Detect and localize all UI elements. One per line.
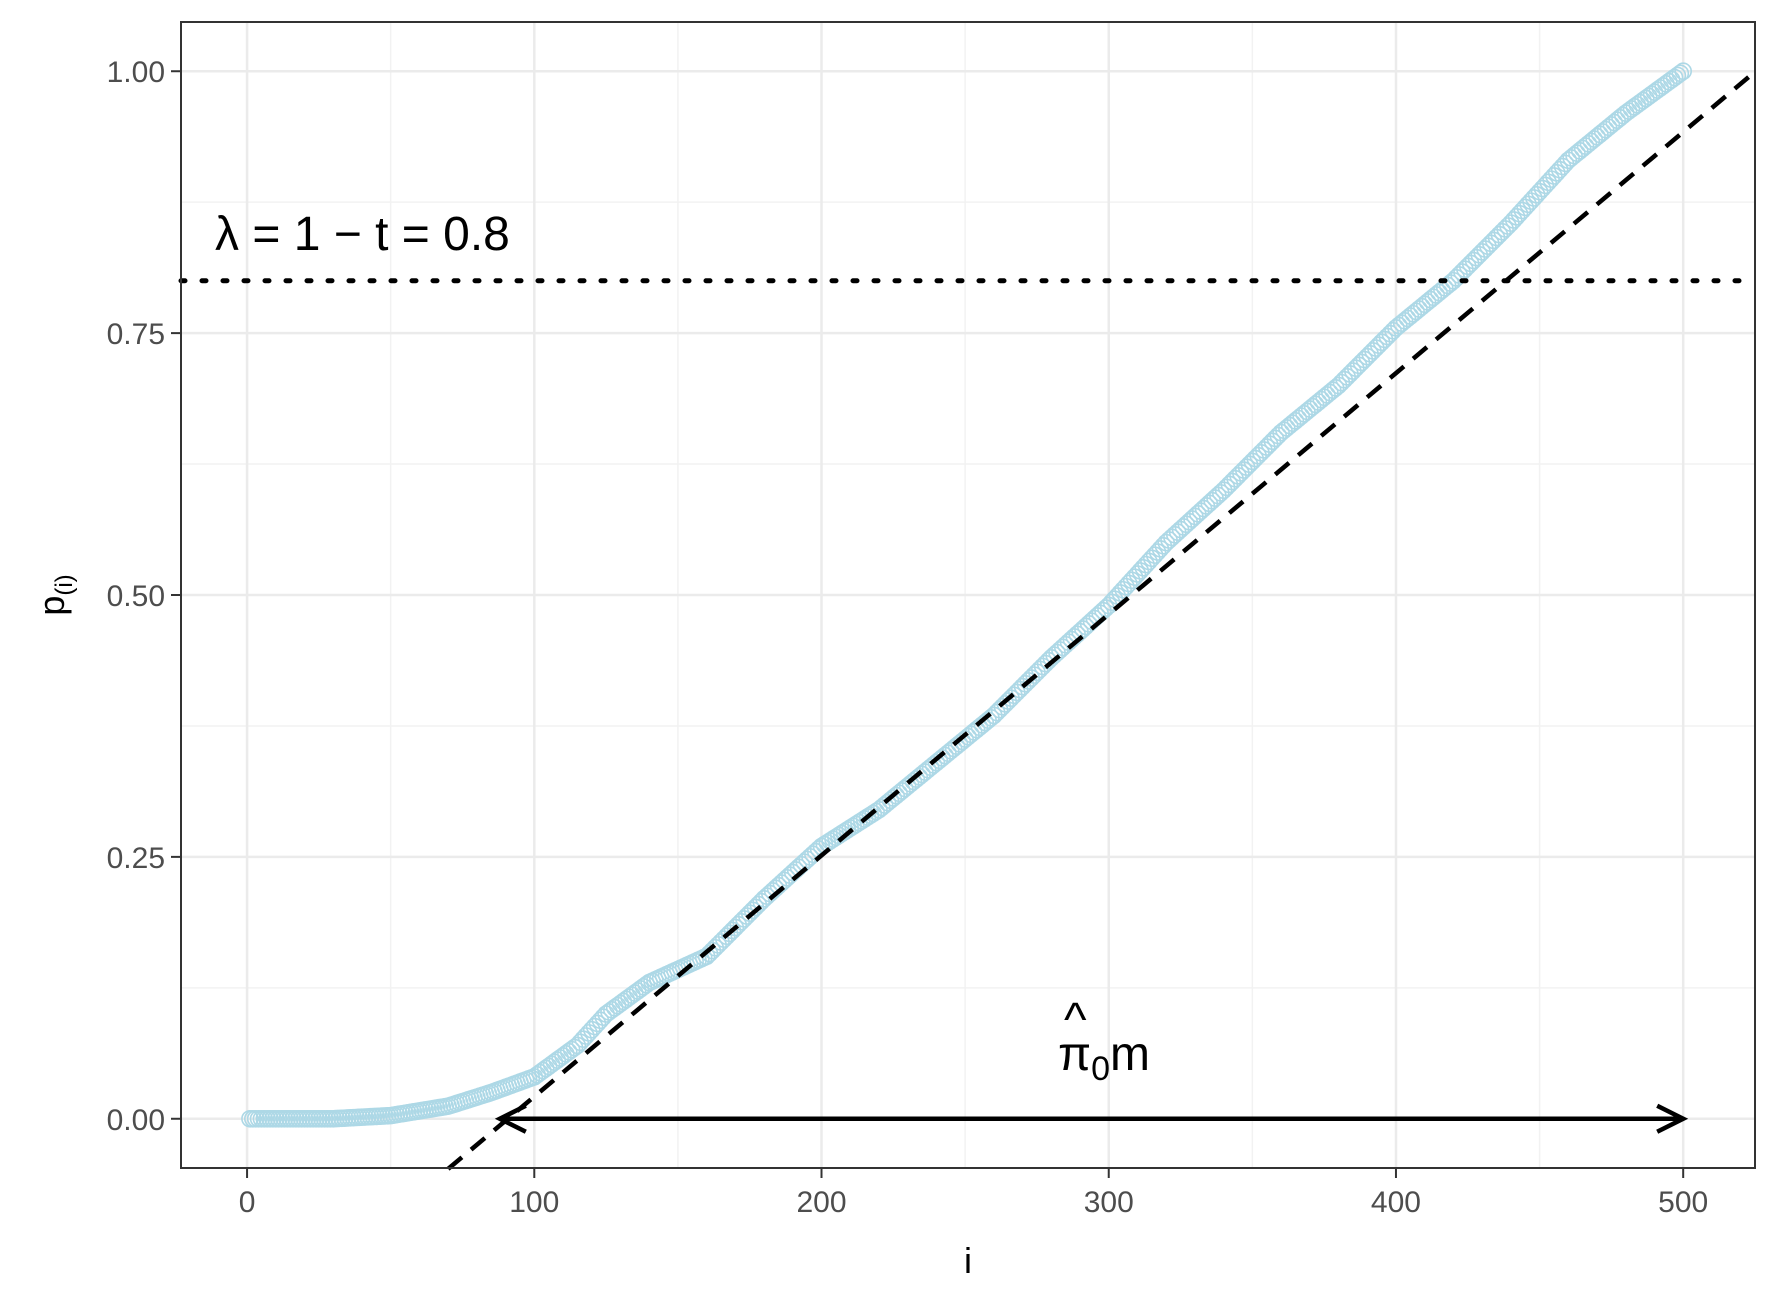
data-point bbox=[864, 804, 883, 823]
data-points bbox=[241, 62, 1692, 1128]
y-tick-label: 0.75 bbox=[107, 318, 165, 351]
y-axis-title-subscript: (i) bbox=[51, 574, 78, 595]
pi0m-annotation-subscript: 0 bbox=[1091, 1050, 1110, 1088]
data-point bbox=[1674, 62, 1692, 81]
x-axis-title: i bbox=[964, 1240, 972, 1281]
y-tick-label: 1.00 bbox=[107, 56, 165, 89]
x-tick-label: 200 bbox=[796, 1186, 846, 1219]
y-tick-label: 0.50 bbox=[107, 580, 165, 613]
data-point bbox=[1671, 64, 1690, 83]
y-tick-label: 0.00 bbox=[107, 1104, 165, 1137]
reference-lines bbox=[178, 69, 1758, 1171]
pi0m-arrow-left-head bbox=[494, 1103, 527, 1134]
x-tick-label: 100 bbox=[509, 1186, 559, 1219]
y-axis-title: p(i) bbox=[31, 574, 78, 615]
pi0m-arrow-right-head bbox=[1656, 1103, 1689, 1134]
x-tick-label: 400 bbox=[1371, 1186, 1421, 1219]
x-tick-label: 300 bbox=[1084, 1186, 1134, 1219]
data-point bbox=[1668, 66, 1687, 85]
pi0m-annotation: π0m bbox=[1058, 1028, 1150, 1088]
y-axis-ticks: 0.00 0.25 0.50 0.75 1.00 bbox=[107, 56, 181, 1137]
pi0m-annotation-main: π bbox=[1058, 1028, 1091, 1081]
x-tick-label: 500 bbox=[1658, 1186, 1708, 1219]
dashed-fit-line bbox=[446, 69, 1757, 1171]
pi0m-annotation-hat: ^ bbox=[1064, 994, 1087, 1047]
pi0m-annotation-tail: m bbox=[1110, 1028, 1150, 1081]
x-tick-label: 0 bbox=[239, 1186, 256, 1219]
lambda-annotation: λ = 1 − t = 0.8 bbox=[215, 208, 510, 261]
y-tick-label: 0.25 bbox=[107, 842, 165, 875]
y-axis-title-main: p bbox=[31, 596, 72, 616]
x-axis-ticks: 0 100 200 300 400 500 bbox=[239, 1168, 1708, 1219]
